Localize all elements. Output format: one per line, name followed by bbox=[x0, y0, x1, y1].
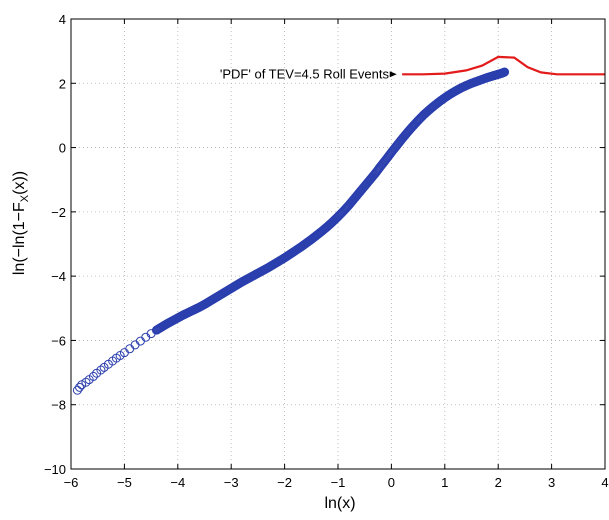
x-tick-label: 1 bbox=[441, 475, 448, 490]
y-tick-label: −2 bbox=[51, 205, 66, 220]
x-tick-label: −5 bbox=[117, 475, 132, 490]
scatter-point bbox=[135, 336, 145, 346]
x-tick-label: 3 bbox=[548, 475, 555, 490]
y-tick-label: −4 bbox=[51, 269, 66, 284]
scatter-point bbox=[77, 380, 87, 390]
y-tick-label: −8 bbox=[51, 398, 66, 413]
x-tick-label: −6 bbox=[64, 475, 79, 490]
annotation-layer: 'PDF' of TEV=4.5 Roll Events bbox=[220, 66, 397, 81]
y-tick-label: −10 bbox=[44, 462, 66, 477]
x-tick-label: 0 bbox=[388, 475, 395, 490]
x-tick-label: −2 bbox=[277, 475, 292, 490]
y-axis-label-main: ln(−ln(1−F bbox=[11, 202, 28, 275]
x-tick-label: −4 bbox=[170, 475, 185, 490]
scatter-point bbox=[500, 67, 510, 77]
scatter-point bbox=[75, 382, 85, 392]
x-tick-label: 2 bbox=[495, 475, 502, 490]
y-tick-label: −6 bbox=[51, 333, 66, 348]
y-axis-label-subscript: X bbox=[19, 194, 31, 202]
scatter-point bbox=[88, 371, 98, 381]
x-tick-label: −1 bbox=[331, 475, 346, 490]
scatter-point bbox=[125, 344, 135, 354]
x-tick-label: −3 bbox=[224, 475, 239, 490]
x-axis-label: ln(x) bbox=[324, 495, 355, 512]
y-tick-label: 4 bbox=[59, 12, 66, 27]
annotation-arrowhead bbox=[389, 71, 397, 78]
scatter-point bbox=[81, 377, 91, 387]
series-layer bbox=[72, 55, 605, 395]
x-tick-label: 4 bbox=[601, 475, 608, 490]
y-axis-label: ln(−ln(1−FX(x)) bbox=[11, 171, 31, 275]
y-tick-label: 2 bbox=[59, 76, 66, 91]
pdf-curve-line bbox=[402, 55, 605, 76]
plot-frame bbox=[70, 18, 606, 470]
y-axis-label-tail: (x)) bbox=[11, 171, 28, 195]
scatter-point bbox=[130, 340, 140, 350]
scatter-point bbox=[96, 365, 106, 375]
grid-layer bbox=[71, 19, 605, 469]
scatter-point bbox=[72, 385, 82, 395]
y-tick-label: 0 bbox=[59, 141, 66, 156]
annotation-label: 'PDF' of TEV=4.5 Roll Events bbox=[220, 66, 390, 81]
